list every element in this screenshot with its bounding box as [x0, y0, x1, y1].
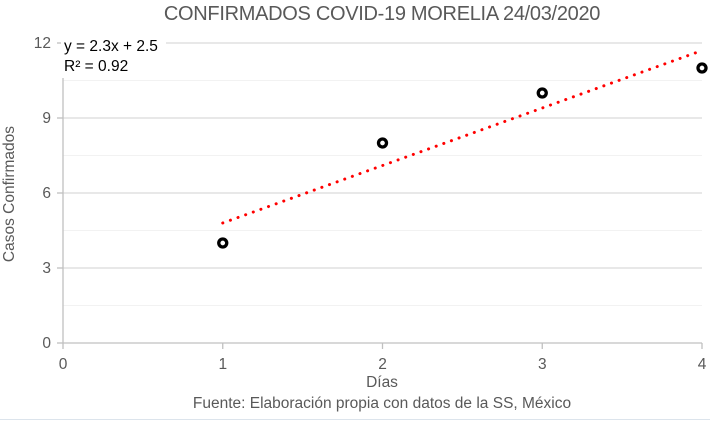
bottom-border-line	[0, 419, 710, 420]
x-tick-label: 0	[59, 356, 68, 373]
y-tick-label: 3	[42, 260, 51, 277]
data-point-marker	[217, 237, 229, 249]
y-tick-label: 9	[42, 110, 51, 127]
x-tick-label: 4	[698, 356, 707, 373]
y-tick-label: 12	[34, 35, 51, 52]
trendline-equation: y = 2.3x + 2.5	[64, 38, 158, 55]
y-tick-label: 0	[42, 335, 51, 352]
source-footer: Fuente: Elaboración propia con datos de …	[192, 395, 572, 412]
trendline-r-squared: R² = 0.92	[64, 58, 129, 75]
chart-title: CONFIRMADOS COVID-19 MORELIA 24/03/2020	[163, 3, 601, 25]
y-axis-title: Casos Confirmados	[1, 125, 18, 263]
data-point-marker	[376, 137, 389, 149]
data-point-marker	[536, 87, 548, 99]
data-point-marker	[696, 62, 708, 74]
x-tick-label: 2	[378, 356, 387, 373]
x-axis-title: Días	[366, 374, 398, 391]
y-tick-label: 6	[42, 185, 51, 202]
x-tick-label: 3	[538, 356, 547, 373]
x-tick-label: 1	[218, 356, 227, 373]
trendline-annotation: y = 2.3x + 2.5 R² = 0.92	[61, 36, 166, 78]
trendline	[221, 49, 704, 225]
